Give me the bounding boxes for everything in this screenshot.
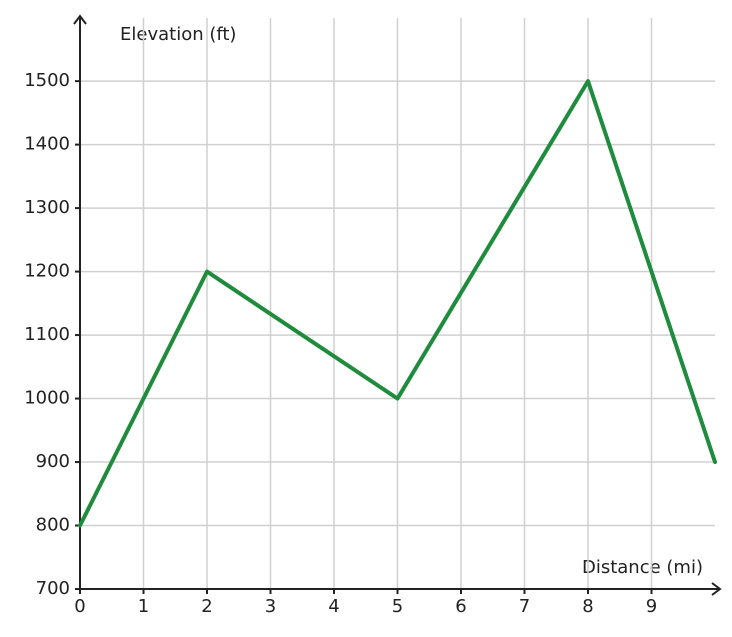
y-tick-label: 1500 (24, 70, 70, 91)
x-tick-label: 2 (201, 596, 212, 617)
y-axis-label: Elevation (ft) (120, 24, 236, 45)
x-axis-label: Distance (mi) (582, 557, 703, 578)
x-tick-label: 9 (646, 596, 657, 617)
y-tick-label: 1400 (24, 134, 70, 155)
y-tick-label: 1100 (24, 324, 70, 345)
y-tick-label: 1000 (24, 388, 70, 409)
y-tick-label: 800 (36, 515, 70, 536)
y-axis (73, 14, 87, 589)
x-tick-label: 0 (74, 596, 85, 617)
y-tick-label: 700 (36, 578, 70, 599)
y-tick-label: 1300 (24, 197, 70, 218)
x-tick-label: 4 (328, 596, 339, 617)
y-tick-label: 1200 (24, 261, 70, 282)
x-tick-label: 6 (455, 596, 466, 617)
x-tick-label: 7 (519, 596, 530, 617)
x-tick-label: 1 (138, 596, 149, 617)
elevation-line (78, 79, 717, 528)
x-tick-label: 3 (265, 596, 276, 617)
x-axis (80, 582, 722, 596)
x-tick-label: 5 (392, 596, 403, 617)
x-tick-label: 8 (582, 596, 593, 617)
y-tick-label: 900 (36, 451, 70, 472)
